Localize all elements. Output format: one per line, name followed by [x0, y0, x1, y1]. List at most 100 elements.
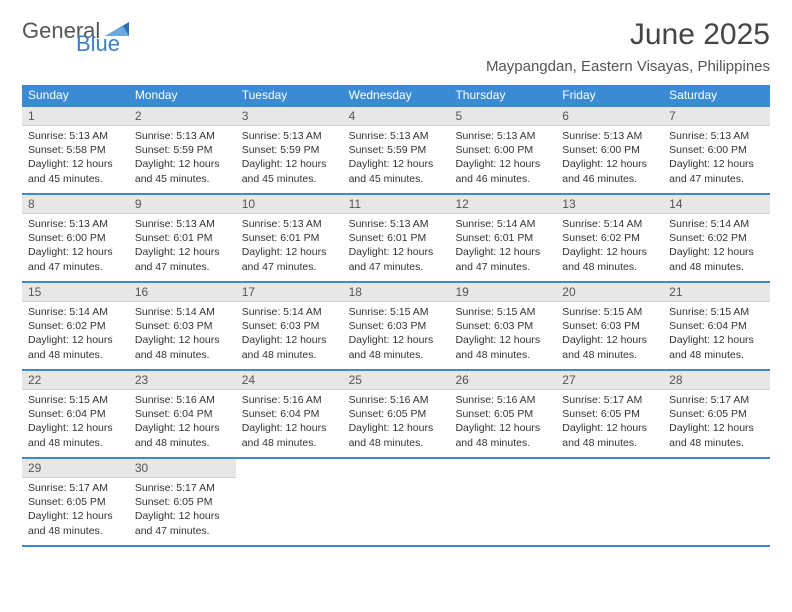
- sunset-line: Sunset: 6:03 PM: [135, 319, 230, 333]
- sunset-line: Sunset: 6:04 PM: [135, 407, 230, 421]
- day-cell: 28Sunrise: 5:17 AMSunset: 6:05 PMDayligh…: [663, 371, 770, 457]
- sunrise-line: Sunrise: 5:14 AM: [562, 217, 657, 231]
- day-body: Sunrise: 5:13 AMSunset: 5:58 PMDaylight:…: [22, 126, 129, 192]
- day-body: Sunrise: 5:13 AMSunset: 6:00 PMDaylight:…: [663, 126, 770, 192]
- day-cell: 29Sunrise: 5:17 AMSunset: 6:05 PMDayligh…: [22, 459, 129, 545]
- day-cell: [449, 459, 556, 545]
- day-cell: 24Sunrise: 5:16 AMSunset: 6:04 PMDayligh…: [236, 371, 343, 457]
- weekday-friday: Friday: [556, 85, 663, 107]
- sunset-line: Sunset: 5:58 PM: [28, 143, 123, 157]
- day-number: 30: [129, 459, 236, 478]
- day-number: 14: [663, 195, 770, 214]
- day-body: Sunrise: 5:17 AMSunset: 6:05 PMDaylight:…: [129, 478, 236, 544]
- day-cell: 13Sunrise: 5:14 AMSunset: 6:02 PMDayligh…: [556, 195, 663, 281]
- week-row: 8Sunrise: 5:13 AMSunset: 6:00 PMDaylight…: [22, 195, 770, 283]
- daylight-line: Daylight: 12 hours and 48 minutes.: [669, 245, 764, 273]
- sunset-line: Sunset: 6:00 PM: [562, 143, 657, 157]
- weekday-tuesday: Tuesday: [236, 85, 343, 107]
- daylight-line: Daylight: 12 hours and 48 minutes.: [349, 333, 444, 361]
- day-cell: 14Sunrise: 5:14 AMSunset: 6:02 PMDayligh…: [663, 195, 770, 281]
- sunrise-line: Sunrise: 5:13 AM: [349, 129, 444, 143]
- sunrise-line: Sunrise: 5:16 AM: [349, 393, 444, 407]
- day-number: 8: [22, 195, 129, 214]
- sunset-line: Sunset: 6:01 PM: [455, 231, 550, 245]
- daylight-line: Daylight: 12 hours and 48 minutes.: [28, 333, 123, 361]
- day-cell: 20Sunrise: 5:15 AMSunset: 6:03 PMDayligh…: [556, 283, 663, 369]
- weekday-thursday: Thursday: [449, 85, 556, 107]
- day-body: Sunrise: 5:14 AMSunset: 6:02 PMDaylight:…: [22, 302, 129, 368]
- daylight-line: Daylight: 12 hours and 47 minutes.: [455, 245, 550, 273]
- day-number: 26: [449, 371, 556, 390]
- day-number: 23: [129, 371, 236, 390]
- day-number: 29: [22, 459, 129, 478]
- week-row: 22Sunrise: 5:15 AMSunset: 6:04 PMDayligh…: [22, 371, 770, 459]
- sunrise-line: Sunrise: 5:13 AM: [135, 217, 230, 231]
- daylight-line: Daylight: 12 hours and 46 minutes.: [455, 157, 550, 185]
- week-row: 1Sunrise: 5:13 AMSunset: 5:58 PMDaylight…: [22, 107, 770, 195]
- sunset-line: Sunset: 6:01 PM: [349, 231, 444, 245]
- day-number: 22: [22, 371, 129, 390]
- sunrise-line: Sunrise: 5:13 AM: [455, 129, 550, 143]
- day-number: 12: [449, 195, 556, 214]
- sunrise-line: Sunrise: 5:13 AM: [669, 129, 764, 143]
- day-number: 4: [343, 107, 450, 126]
- day-body: Sunrise: 5:14 AMSunset: 6:03 PMDaylight:…: [129, 302, 236, 368]
- logo-text-blue: Blue: [76, 31, 120, 56]
- week-row: 15Sunrise: 5:14 AMSunset: 6:02 PMDayligh…: [22, 283, 770, 371]
- day-number: 18: [343, 283, 450, 302]
- day-cell: 7Sunrise: 5:13 AMSunset: 6:00 PMDaylight…: [663, 107, 770, 193]
- calendar: SundayMondayTuesdayWednesdayThursdayFrid…: [22, 85, 770, 547]
- day-cell: 17Sunrise: 5:14 AMSunset: 6:03 PMDayligh…: [236, 283, 343, 369]
- day-body: Sunrise: 5:14 AMSunset: 6:02 PMDaylight:…: [663, 214, 770, 280]
- day-cell: 25Sunrise: 5:16 AMSunset: 6:05 PMDayligh…: [343, 371, 450, 457]
- day-number: 28: [663, 371, 770, 390]
- sunrise-line: Sunrise: 5:14 AM: [28, 305, 123, 319]
- logo: General Blue: [22, 18, 129, 44]
- day-number: 25: [343, 371, 450, 390]
- sunset-line: Sunset: 6:03 PM: [562, 319, 657, 333]
- sunset-line: Sunset: 5:59 PM: [349, 143, 444, 157]
- sunrise-line: Sunrise: 5:15 AM: [349, 305, 444, 319]
- weekday-saturday: Saturday: [663, 85, 770, 107]
- sunrise-line: Sunrise: 5:13 AM: [562, 129, 657, 143]
- sunrise-line: Sunrise: 5:15 AM: [455, 305, 550, 319]
- day-body: Sunrise: 5:15 AMSunset: 6:03 PMDaylight:…: [343, 302, 450, 368]
- sunrise-line: Sunrise: 5:13 AM: [28, 129, 123, 143]
- day-number: 19: [449, 283, 556, 302]
- day-body: Sunrise: 5:13 AMSunset: 5:59 PMDaylight:…: [129, 126, 236, 192]
- day-cell: 22Sunrise: 5:15 AMSunset: 6:04 PMDayligh…: [22, 371, 129, 457]
- sunrise-line: Sunrise: 5:13 AM: [242, 217, 337, 231]
- sunset-line: Sunset: 6:05 PM: [28, 495, 123, 509]
- day-number: 21: [663, 283, 770, 302]
- daylight-line: Daylight: 12 hours and 48 minutes.: [669, 421, 764, 449]
- daylight-line: Daylight: 12 hours and 47 minutes.: [135, 245, 230, 273]
- day-number: 11: [343, 195, 450, 214]
- day-cell: 1Sunrise: 5:13 AMSunset: 5:58 PMDaylight…: [22, 107, 129, 193]
- day-cell: 11Sunrise: 5:13 AMSunset: 6:01 PMDayligh…: [343, 195, 450, 281]
- day-cell: 5Sunrise: 5:13 AMSunset: 6:00 PMDaylight…: [449, 107, 556, 193]
- day-cell: 2Sunrise: 5:13 AMSunset: 5:59 PMDaylight…: [129, 107, 236, 193]
- daylight-line: Daylight: 12 hours and 48 minutes.: [28, 509, 123, 537]
- sunset-line: Sunset: 6:05 PM: [669, 407, 764, 421]
- day-body: Sunrise: 5:13 AMSunset: 6:00 PMDaylight:…: [22, 214, 129, 280]
- daylight-line: Daylight: 12 hours and 45 minutes.: [28, 157, 123, 185]
- sunset-line: Sunset: 6:05 PM: [455, 407, 550, 421]
- sunrise-line: Sunrise: 5:15 AM: [28, 393, 123, 407]
- sunrise-line: Sunrise: 5:17 AM: [562, 393, 657, 407]
- day-cell: [663, 459, 770, 545]
- day-cell: 6Sunrise: 5:13 AMSunset: 6:00 PMDaylight…: [556, 107, 663, 193]
- daylight-line: Daylight: 12 hours and 45 minutes.: [349, 157, 444, 185]
- day-number: 1: [22, 107, 129, 126]
- weekday-header-row: SundayMondayTuesdayWednesdayThursdayFrid…: [22, 85, 770, 107]
- title-block: June 2025 Maypangdan, Eastern Visayas, P…: [486, 18, 770, 75]
- sunrise-line: Sunrise: 5:13 AM: [349, 217, 444, 231]
- sunset-line: Sunset: 5:59 PM: [135, 143, 230, 157]
- daylight-line: Daylight: 12 hours and 48 minutes.: [562, 333, 657, 361]
- sunset-line: Sunset: 6:04 PM: [28, 407, 123, 421]
- sunset-line: Sunset: 6:00 PM: [28, 231, 123, 245]
- sunset-line: Sunset: 6:00 PM: [455, 143, 550, 157]
- sunset-line: Sunset: 6:01 PM: [135, 231, 230, 245]
- sunset-line: Sunset: 6:05 PM: [349, 407, 444, 421]
- day-cell: 8Sunrise: 5:13 AMSunset: 6:00 PMDaylight…: [22, 195, 129, 281]
- day-cell: 4 Sunrise: 5:13 AMSunset: 5:59 PMDaylight…: [343, 107, 450, 193]
